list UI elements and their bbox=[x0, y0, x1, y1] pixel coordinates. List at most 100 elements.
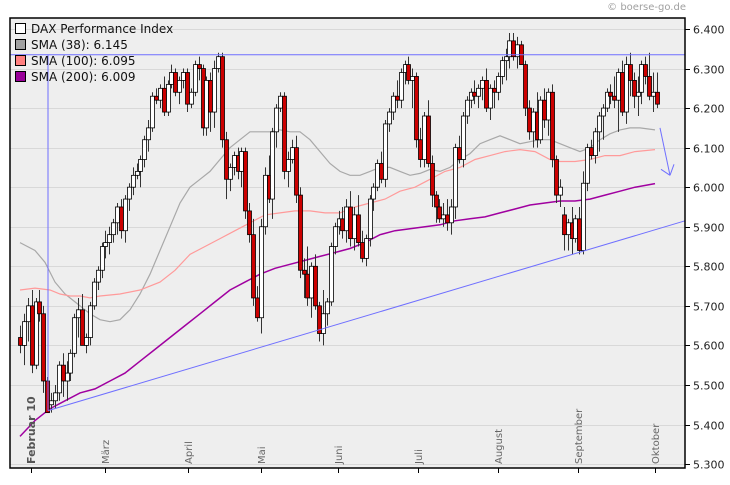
x-tick-label: Juni bbox=[334, 446, 345, 465]
y-tick-label: 5.400 bbox=[693, 420, 725, 433]
candle bbox=[655, 72, 660, 109]
candle bbox=[461, 112, 466, 168]
y-tick-label: 5.900 bbox=[693, 222, 725, 235]
candle bbox=[647, 52, 652, 101]
y-tick-label: 5.500 bbox=[693, 380, 725, 393]
gridlines bbox=[10, 29, 685, 465]
candle bbox=[643, 56, 648, 85]
candle bbox=[166, 80, 171, 117]
candle bbox=[364, 234, 369, 267]
candle bbox=[228, 163, 233, 192]
y-tick-label: 6.200 bbox=[693, 103, 725, 116]
candle bbox=[422, 112, 427, 168]
candle bbox=[220, 52, 225, 148]
candle bbox=[391, 92, 396, 120]
candle bbox=[371, 183, 376, 211]
candle bbox=[476, 84, 481, 109]
candle bbox=[597, 112, 602, 152]
candle bbox=[270, 127, 275, 219]
down-arrow-icon bbox=[659, 127, 675, 176]
candle bbox=[581, 171, 586, 255]
candle bbox=[88, 301, 93, 346]
plot-frame bbox=[9, 17, 686, 469]
support-trendline bbox=[47, 220, 686, 412]
candle bbox=[193, 60, 198, 97]
x-tick-label: Oktober bbox=[651, 423, 662, 464]
candle bbox=[204, 76, 209, 136]
legend-item: SMA (38): 6.145 bbox=[15, 38, 128, 52]
candle bbox=[639, 60, 644, 105]
candle bbox=[72, 313, 77, 358]
y-tick-label: 5.600 bbox=[693, 340, 725, 353]
candle bbox=[22, 313, 27, 366]
legend-item: SMA (200): 6.009 bbox=[15, 70, 135, 84]
candle bbox=[605, 88, 610, 113]
candle bbox=[189, 88, 194, 109]
candle bbox=[68, 349, 73, 381]
candle bbox=[430, 155, 435, 207]
y-tick-label: 6.300 bbox=[693, 64, 725, 77]
candle bbox=[383, 119, 388, 188]
candle bbox=[135, 163, 140, 180]
x-tick-label: Juli bbox=[414, 449, 425, 465]
candle bbox=[434, 191, 439, 223]
candle bbox=[53, 384, 58, 409]
x-tick-label: März bbox=[101, 440, 112, 464]
candle bbox=[632, 72, 637, 109]
candle bbox=[368, 195, 373, 247]
candle bbox=[329, 242, 334, 306]
legend-swatch bbox=[15, 71, 26, 82]
candle bbox=[92, 278, 97, 310]
candle bbox=[294, 135, 299, 204]
candle bbox=[387, 108, 392, 132]
candle bbox=[123, 195, 128, 243]
sma-line-100 bbox=[19, 148, 656, 299]
candle bbox=[573, 214, 578, 243]
candle bbox=[127, 183, 132, 211]
candle bbox=[251, 218, 256, 306]
candle bbox=[177, 76, 182, 105]
candle bbox=[107, 226, 112, 255]
candle bbox=[585, 143, 590, 192]
candle bbox=[65, 361, 70, 401]
candle bbox=[111, 218, 116, 243]
y-tick-label: 5.700 bbox=[693, 301, 725, 314]
candle bbox=[321, 290, 326, 346]
sma-line-38 bbox=[19, 127, 656, 323]
candle bbox=[375, 159, 380, 192]
candle bbox=[488, 84, 493, 120]
legend-swatch bbox=[15, 39, 26, 50]
candle bbox=[138, 155, 143, 188]
candle bbox=[142, 135, 147, 168]
x-tick-label: August bbox=[494, 429, 505, 464]
candle bbox=[185, 68, 190, 113]
candle bbox=[465, 96, 470, 124]
candle bbox=[100, 242, 105, 279]
candle bbox=[274, 104, 279, 148]
y-tick-label: 5.300 bbox=[693, 459, 725, 472]
legend: DAX Performance Index SMA (38): 6.145 SMA … bbox=[15, 22, 173, 84]
copyright-label: © boerse-go.de bbox=[607, 2, 686, 13]
legend-item: DAX Performance Index bbox=[15, 22, 173, 36]
candle bbox=[519, 40, 524, 65]
candle bbox=[212, 60, 217, 128]
candle bbox=[173, 68, 178, 97]
legend-label: SMA (100): 6.095 bbox=[31, 54, 135, 68]
candle bbox=[224, 131, 229, 200]
candle bbox=[298, 187, 303, 279]
candle bbox=[96, 266, 101, 291]
y-axis: 6.400 6.300 6.200 6.100 6.000 5.900 5.800 5.700… bbox=[685, 24, 725, 472]
candle bbox=[523, 60, 528, 117]
candle bbox=[313, 254, 318, 310]
candle bbox=[426, 100, 431, 168]
candle bbox=[150, 92, 155, 132]
candle bbox=[146, 119, 151, 152]
x-tick-label: April bbox=[184, 441, 195, 464]
candle bbox=[333, 222, 338, 255]
candle bbox=[624, 56, 629, 124]
candle bbox=[259, 218, 264, 334]
annotation-lines bbox=[10, 54, 686, 412]
candle bbox=[449, 199, 454, 235]
candle bbox=[554, 155, 559, 204]
